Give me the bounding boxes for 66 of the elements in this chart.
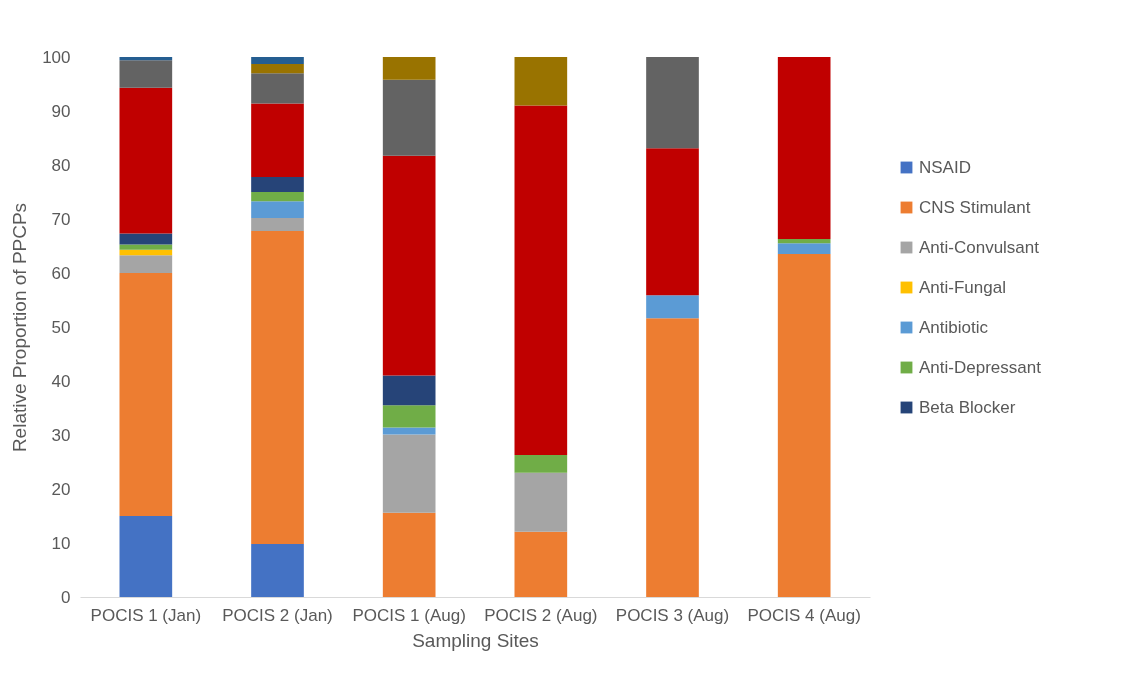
y-tick-label: 30	[51, 425, 71, 445]
bar	[382, 427, 436, 435]
bar	[514, 105, 568, 455]
bar	[119, 516, 173, 597]
legend-label: Beta Blocker	[919, 397, 1016, 417]
bar	[382, 79, 436, 156]
y-tick-label: 10	[51, 533, 71, 553]
bar	[514, 57, 568, 106]
y-axis-title: Relative Proportion of PPCPs	[9, 202, 31, 453]
bar	[382, 375, 436, 406]
y-tick-label: 50	[51, 317, 71, 337]
y-tick-label: 80	[51, 155, 71, 175]
bar	[514, 472, 568, 532]
legend-label: NSAID	[919, 157, 971, 177]
bar	[251, 230, 304, 545]
bar	[251, 217, 304, 231]
x-tick-label: POCIS 2 (Jan)	[222, 605, 333, 625]
y-tick-label: 100	[42, 47, 71, 67]
y-tick-label: 40	[51, 371, 71, 391]
bar	[382, 405, 436, 428]
bar	[119, 249, 173, 256]
x-tick-label: POCIS 1 (Jan)	[90, 605, 202, 625]
bar	[119, 273, 173, 516]
bar	[382, 155, 436, 376]
bar	[251, 201, 304, 218]
bar	[646, 57, 699, 149]
legend-label: Anti-Depressant	[919, 357, 1042, 377]
bar	[119, 255, 173, 273]
y-tick-label: 70	[51, 209, 71, 229]
bar	[382, 512, 436, 597]
bar	[119, 57, 173, 61]
x-tick-label: POCIS 4 (Aug)	[747, 605, 861, 625]
legend-label: Anti-Convulsant	[919, 237, 1040, 257]
y-tick-label: 0	[61, 587, 71, 607]
bar	[646, 318, 699, 597]
bar	[119, 87, 173, 234]
bar	[251, 103, 304, 177]
legend-label: CNS Stimulant	[919, 197, 1031, 217]
bar	[251, 192, 304, 202]
y-tick-label: 60	[51, 263, 71, 283]
bar	[777, 254, 831, 597]
bar	[251, 73, 304, 104]
bar	[251, 544, 304, 597]
bar	[777, 243, 831, 255]
bar	[119, 60, 173, 88]
bar	[514, 531, 568, 597]
bar	[119, 233, 173, 245]
x-axis-title: Sampling Sites	[412, 629, 539, 651]
bar	[382, 434, 436, 513]
y-tick-label: 20	[51, 479, 71, 499]
x-tick-label: POCIS 1 (Aug)	[352, 605, 466, 625]
legend-label: Antibiotic	[919, 317, 989, 337]
bar	[777, 238, 831, 244]
bar	[382, 57, 436, 80]
legend-label: Anti-Fungal	[919, 277, 1006, 297]
bar	[777, 57, 831, 239]
bar	[251, 176, 304, 192]
bar	[119, 244, 173, 250]
bar	[514, 454, 568, 473]
bar	[646, 148, 699, 296]
bar	[251, 64, 304, 74]
x-tick-label: POCIS 2 (Aug)	[484, 605, 598, 625]
bar	[646, 295, 699, 319]
bar	[251, 57, 304, 65]
x-tick-label: POCIS 3 (Aug)	[615, 605, 730, 625]
y-tick-label: 90	[51, 101, 71, 121]
